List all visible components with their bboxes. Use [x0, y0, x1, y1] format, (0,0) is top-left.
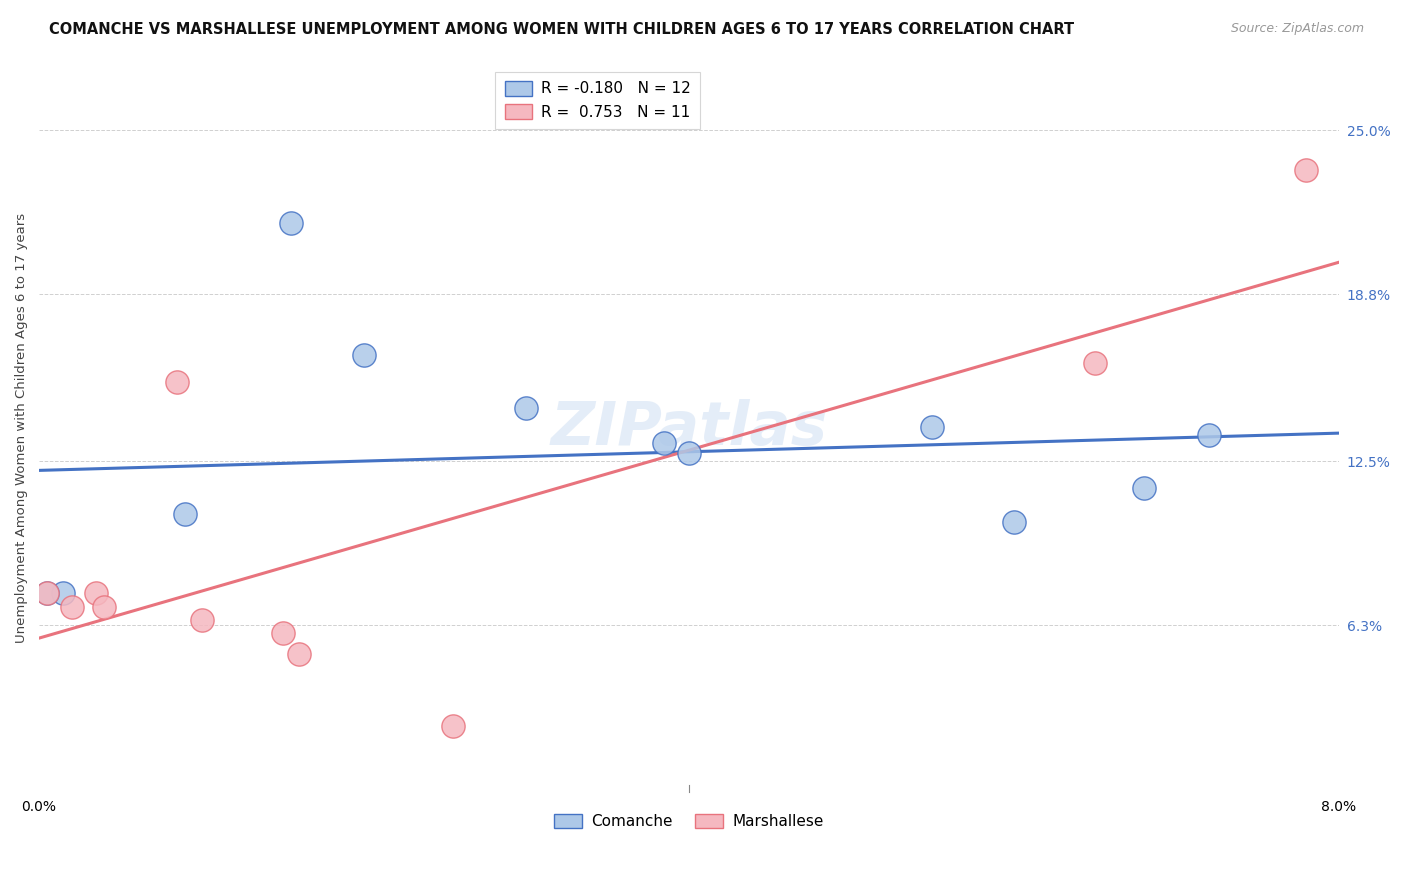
Point — [678, 446, 700, 460]
Point — [288, 648, 311, 662]
Point — [441, 719, 464, 733]
Point — [1132, 481, 1154, 495]
Point — [921, 419, 943, 434]
Point — [280, 216, 302, 230]
Point — [174, 507, 197, 521]
Point — [1295, 163, 1317, 178]
Point — [93, 599, 115, 614]
Text: COMANCHE VS MARSHALLESE UNEMPLOYMENT AMONG WOMEN WITH CHILDREN AGES 6 TO 17 YEAR: COMANCHE VS MARSHALLESE UNEMPLOYMENT AMO… — [49, 22, 1074, 37]
Point — [353, 348, 375, 362]
Text: Source: ZipAtlas.com: Source: ZipAtlas.com — [1230, 22, 1364, 36]
Point — [654, 435, 676, 450]
Y-axis label: Unemployment Among Women with Children Ages 6 to 17 years: Unemployment Among Women with Children A… — [15, 213, 28, 643]
Point — [1084, 356, 1107, 370]
Point — [37, 586, 59, 600]
Point — [1002, 515, 1025, 529]
Point — [515, 401, 537, 416]
Point — [190, 613, 212, 627]
Point — [52, 586, 75, 600]
Point — [271, 626, 294, 640]
Legend: Comanche, Marshallese: Comanche, Marshallese — [548, 807, 830, 835]
Point — [37, 586, 59, 600]
Point — [60, 599, 83, 614]
Point — [84, 586, 107, 600]
Point — [166, 375, 188, 389]
Text: ZIPatlas: ZIPatlas — [550, 399, 827, 458]
Point — [1198, 427, 1220, 442]
